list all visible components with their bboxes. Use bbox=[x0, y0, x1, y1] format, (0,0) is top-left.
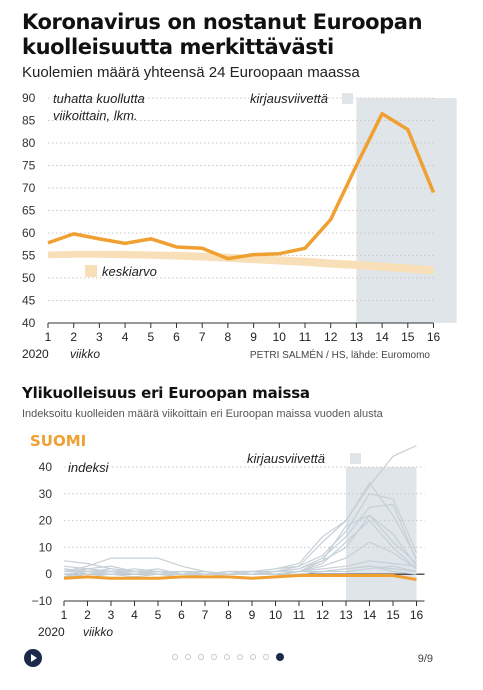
y-tick-label: 55 bbox=[22, 249, 36, 263]
x-tick-label: 1 bbox=[61, 608, 68, 622]
chart2-title: Ylikuolleisuus eri Euroopan maissa bbox=[22, 384, 310, 402]
play-icon[interactable] bbox=[24, 649, 42, 667]
x-tick-label: 11 bbox=[299, 330, 312, 344]
y-tick-label: 10 bbox=[39, 540, 53, 554]
pager-dot[interactable] bbox=[237, 654, 243, 660]
y-tick-label: 30 bbox=[39, 487, 53, 501]
finland-line bbox=[63, 574, 417, 582]
pager-dot[interactable] bbox=[250, 654, 256, 660]
x-tick-label: 3 bbox=[108, 608, 115, 622]
y-tick-label: 45 bbox=[22, 294, 36, 308]
average-band bbox=[48, 251, 434, 275]
shade-legend-swatch bbox=[350, 453, 361, 464]
pager-dot[interactable] bbox=[172, 654, 178, 660]
y-tick-label: 20 bbox=[39, 514, 53, 528]
x-tick-label: 5 bbox=[147, 330, 154, 344]
unit-label: viikoittain, lkm. bbox=[53, 108, 138, 123]
week-label: viikko bbox=[83, 625, 113, 639]
y-tick-label: 80 bbox=[22, 136, 36, 150]
source-credit: PETRI SALMÉN / HS, lähde: Euromomo bbox=[250, 348, 431, 361]
x-tick-label: 15 bbox=[401, 330, 415, 344]
x-tick-label: 10 bbox=[273, 330, 287, 344]
x-tick-label: 14 bbox=[363, 608, 377, 622]
pager-dot[interactable] bbox=[211, 654, 217, 660]
x-tick-label: 4 bbox=[122, 330, 129, 344]
deaths-line bbox=[47, 112, 436, 261]
chart-title: Koronavirus on nostanut Euroopan kuollei… bbox=[22, 10, 423, 59]
x-tick-label: 12 bbox=[324, 330, 338, 344]
pager-dot[interactable] bbox=[263, 654, 269, 660]
x-tick-label: 2 bbox=[70, 330, 77, 344]
x-tick-label: 2 bbox=[84, 608, 91, 622]
shade-legend-swatch bbox=[342, 93, 353, 104]
x-tick-label: 15 bbox=[386, 608, 400, 622]
x-tick-label: 5 bbox=[155, 608, 162, 622]
x-tick-label: 14 bbox=[375, 330, 389, 344]
y-tick-label: 60 bbox=[22, 226, 36, 240]
unit-label: indeksi bbox=[68, 460, 110, 475]
x-tick-label: 4 bbox=[131, 608, 138, 622]
average-legend-swatch bbox=[85, 265, 97, 277]
y-tick-label: 70 bbox=[22, 181, 36, 195]
x-tick-label: 8 bbox=[225, 608, 232, 622]
y-tick-label: 90 bbox=[22, 91, 36, 105]
x-tick-label: 7 bbox=[199, 330, 206, 344]
y-tick-label: 50 bbox=[22, 271, 36, 285]
x-tick-label: 3 bbox=[96, 330, 103, 344]
x-tick-label: 6 bbox=[173, 330, 180, 344]
y-tick-label: 40 bbox=[39, 460, 53, 474]
y-tick-label: 65 bbox=[22, 204, 36, 218]
chart2-subtitle: Indeksoitu kuolleiden määrä viikoittain … bbox=[22, 408, 383, 420]
x-tick-label: 7 bbox=[202, 608, 209, 622]
y-tick-label: 75 bbox=[22, 159, 36, 173]
x-tick-label: 1 bbox=[45, 330, 52, 344]
unit-label: tuhatta kuollutta bbox=[53, 91, 145, 106]
pager-dots bbox=[172, 653, 284, 661]
y-tick-label: −10 bbox=[32, 594, 53, 608]
year-label: 2020 bbox=[38, 625, 65, 639]
pager-dot[interactable] bbox=[198, 654, 204, 660]
country-line bbox=[63, 565, 417, 578]
x-tick-label: 16 bbox=[427, 330, 441, 344]
country-line bbox=[63, 565, 417, 575]
x-tick-label: 13 bbox=[339, 608, 353, 622]
average-label: keskiarvo bbox=[102, 264, 157, 279]
country-label: SUOMI bbox=[30, 432, 87, 450]
x-tick-label: 13 bbox=[350, 330, 364, 344]
slideshow-pager: 9/9 bbox=[0, 645, 483, 671]
shade-label: kirjausviivettä bbox=[250, 91, 328, 106]
chart-subtitle: Kuolemien määrä yhteensä 24 Euroopaan ma… bbox=[22, 64, 360, 81]
x-tick-label: 12 bbox=[316, 608, 330, 622]
year-label: 2020 bbox=[22, 347, 49, 361]
shade-label: kirjausviivettä bbox=[247, 451, 325, 466]
x-tick-label: 9 bbox=[250, 330, 257, 344]
pager-dot[interactable] bbox=[276, 653, 284, 661]
x-tick-label: 9 bbox=[249, 608, 256, 622]
x-tick-label: 8 bbox=[225, 330, 232, 344]
x-tick-label: 10 bbox=[269, 608, 283, 622]
y-tick-label: 40 bbox=[22, 316, 36, 330]
x-tick-label: 11 bbox=[293, 608, 306, 622]
x-tick-label: 6 bbox=[178, 608, 185, 622]
slide-counter: 9/9 bbox=[417, 653, 433, 665]
y-tick-label: 85 bbox=[22, 114, 36, 128]
week-label: viikko bbox=[70, 347, 100, 361]
pager-dot[interactable] bbox=[185, 654, 191, 660]
y-tick-label: 0 bbox=[45, 567, 52, 581]
country-line bbox=[63, 560, 417, 575]
x-tick-label: 16 bbox=[410, 608, 424, 622]
pager-dot[interactable] bbox=[224, 654, 230, 660]
